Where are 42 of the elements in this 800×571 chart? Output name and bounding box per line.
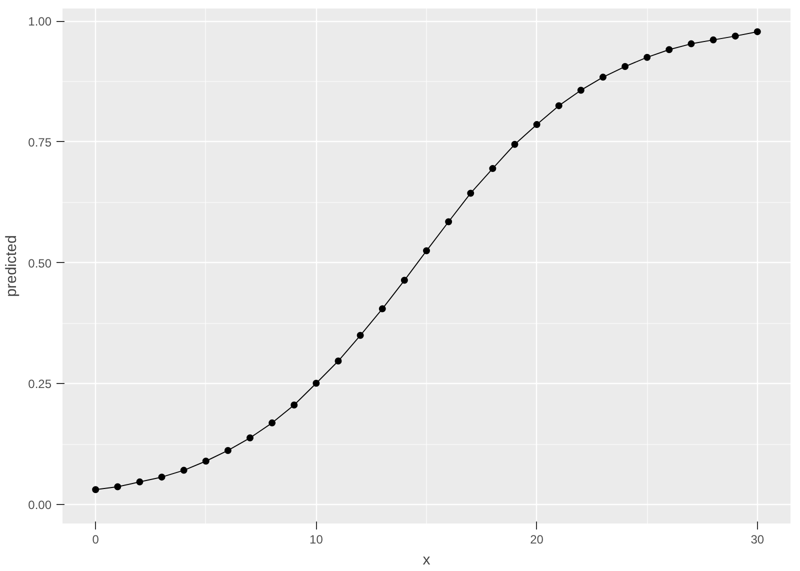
point: [246, 434, 254, 442]
point: [268, 419, 276, 426]
point: [732, 32, 739, 40]
point: [555, 102, 562, 110]
point: [400, 276, 408, 284]
point: [334, 358, 342, 365]
point: [754, 28, 761, 36]
point: [290, 402, 298, 409]
point: [710, 36, 717, 44]
point: [202, 458, 210, 465]
y-tick-label: 0.50: [28, 256, 52, 270]
x-tick-label: 0: [92, 532, 100, 546]
x-axis-title: x: [422, 552, 431, 568]
y-axis-title: predicted: [3, 235, 20, 297]
point: [511, 140, 518, 148]
y-tick-label: 0.75: [28, 135, 52, 150]
y-tick-label: 0.00: [28, 498, 52, 512]
point: [445, 218, 452, 226]
point: [158, 474, 166, 481]
point: [136, 478, 144, 486]
point: [688, 40, 695, 48]
y-tick-label: 1.00: [28, 14, 52, 29]
point: [356, 332, 364, 339]
point: [467, 190, 474, 197]
x-tick-label: 30: [750, 532, 764, 546]
point: [644, 54, 651, 61]
point: [180, 466, 188, 474]
x-tick-label: 20: [530, 532, 544, 546]
point: [533, 121, 540, 128]
y-tick-label: 0.25: [28, 377, 52, 392]
point: [224, 446, 232, 454]
point: [489, 165, 496, 172]
x-tick-label: 10: [310, 532, 324, 546]
point: [599, 74, 606, 81]
point: [378, 305, 386, 312]
point: [622, 63, 629, 70]
point: [666, 46, 673, 54]
point: [423, 247, 430, 254]
point: [577, 86, 584, 94]
point: [114, 483, 122, 490]
point: [92, 486, 100, 494]
point: [312, 380, 320, 387]
